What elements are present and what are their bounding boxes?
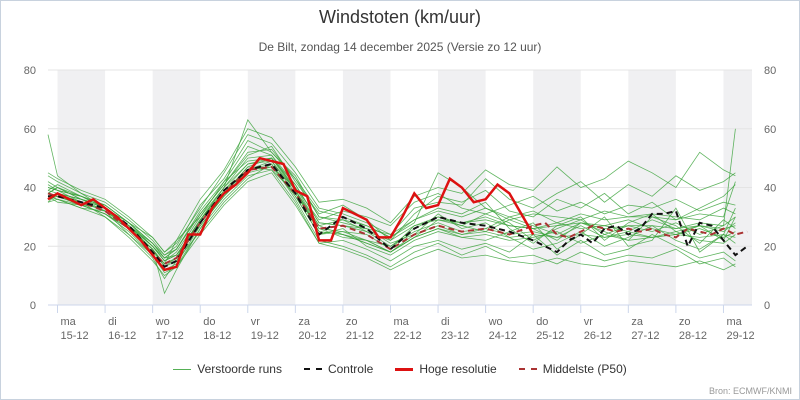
legend-label: Middelste (P50): [542, 362, 627, 376]
legend-swatch-median: [518, 368, 537, 370]
y-tick-label-right: 80: [764, 65, 776, 77]
x-tick-date: 15-12: [61, 330, 89, 342]
source-credit: Bron: ECMWF/KNMI: [708, 386, 792, 396]
x-tick-date: 28-12: [679, 330, 707, 342]
legend-label: Controle: [327, 362, 374, 376]
y-tick-label-left: 60: [24, 124, 36, 136]
x-tick-day: wo: [488, 316, 503, 328]
x-tick-day: zo: [679, 316, 691, 328]
x-tick-day: za: [631, 316, 644, 328]
x-tick-day: di: [441, 316, 450, 328]
x-tick-date: 20-12: [298, 330, 326, 342]
y-tick-label-left: 0: [30, 300, 36, 312]
x-tick-day: vr: [251, 316, 261, 328]
x-tick-day: vr: [584, 316, 594, 328]
x-tick-day: wo: [155, 316, 170, 328]
perturbed-run-line: [47, 169, 736, 277]
x-tick-date: 17-12: [156, 330, 184, 342]
x-tick-date: 27-12: [631, 330, 659, 342]
x-tick-date: 26-12: [584, 330, 612, 342]
legend-item-control[interactable]: Controle: [303, 362, 374, 376]
chart-title: Windstoten (km/uur): [318, 7, 482, 27]
x-tick-date: 24-12: [489, 330, 517, 342]
x-tick-date: 18-12: [203, 330, 231, 342]
y-tick-label-left: 80: [24, 65, 36, 77]
legend-item-median[interactable]: Middelste (P50): [518, 362, 627, 376]
legend-label: Hoge resolutie: [419, 362, 497, 376]
y-tick-label-right: 0: [764, 300, 770, 312]
x-tick-day: za: [298, 316, 311, 328]
perturbed-run-line: [47, 163, 736, 265]
x-tick-day: ma: [393, 316, 409, 328]
y-tick-label-right: 60: [764, 124, 776, 136]
control-series: [48, 162, 748, 269]
high-resolution-line: [47, 156, 535, 272]
x-tick-date: 21-12: [346, 330, 374, 342]
x-tick-day: ma: [726, 316, 742, 328]
legend-swatch-control: [303, 368, 322, 370]
x-tick-day: ma: [61, 316, 77, 328]
median-series: [47, 165, 748, 266]
chart-subtitle: De Bilt, zondag 14 december 2025 (Versie…: [258, 40, 542, 54]
x-tick-day: zo: [346, 316, 358, 328]
legend-swatch-perturbed-runs: [173, 368, 192, 370]
x-tick-day: do: [203, 316, 215, 328]
legend: Verstoorde runs Controle Hoge resolutie …: [0, 362, 800, 376]
x-tick-date: 19-12: [251, 330, 279, 342]
x-tick-date: 22-12: [393, 330, 421, 342]
perturbed-run-line: [47, 119, 736, 262]
control-line: [48, 162, 748, 269]
y-tick-label-left: 20: [24, 241, 36, 253]
high-resolution-series: [47, 156, 535, 272]
legend-swatch-high-resolution: [395, 367, 414, 371]
x-axis: ma 15-12 di 16-12 wo 17-12 do 18-12 vr 19-12 za 20-…: [48, 304, 755, 342]
perturbed-run-line: [47, 163, 736, 280]
y-axis: 0 0 20 20 40 40 60 60 80 80: [24, 65, 777, 312]
x-tick-day: do: [536, 316, 548, 328]
perturbed-run-line: [47, 128, 736, 253]
y-tick-label-right: 40: [764, 183, 776, 195]
legend-label: Verstoorde runs: [197, 362, 282, 376]
x-tick-date: 29-12: [726, 330, 754, 342]
legend-item-perturbed-runs[interactable]: Verstoorde runs: [173, 362, 282, 376]
y-tick-label-right: 20: [764, 241, 776, 253]
x-tick-day: di: [108, 316, 117, 328]
legend-item-high-resolution[interactable]: Hoge resolutie: [395, 362, 497, 376]
x-tick-date: 25-12: [536, 330, 564, 342]
x-tick-date: 23-12: [441, 330, 469, 342]
y-tick-label-left: 40: [24, 183, 36, 195]
median-line: [47, 165, 748, 266]
x-tick-date: 16-12: [108, 330, 136, 342]
